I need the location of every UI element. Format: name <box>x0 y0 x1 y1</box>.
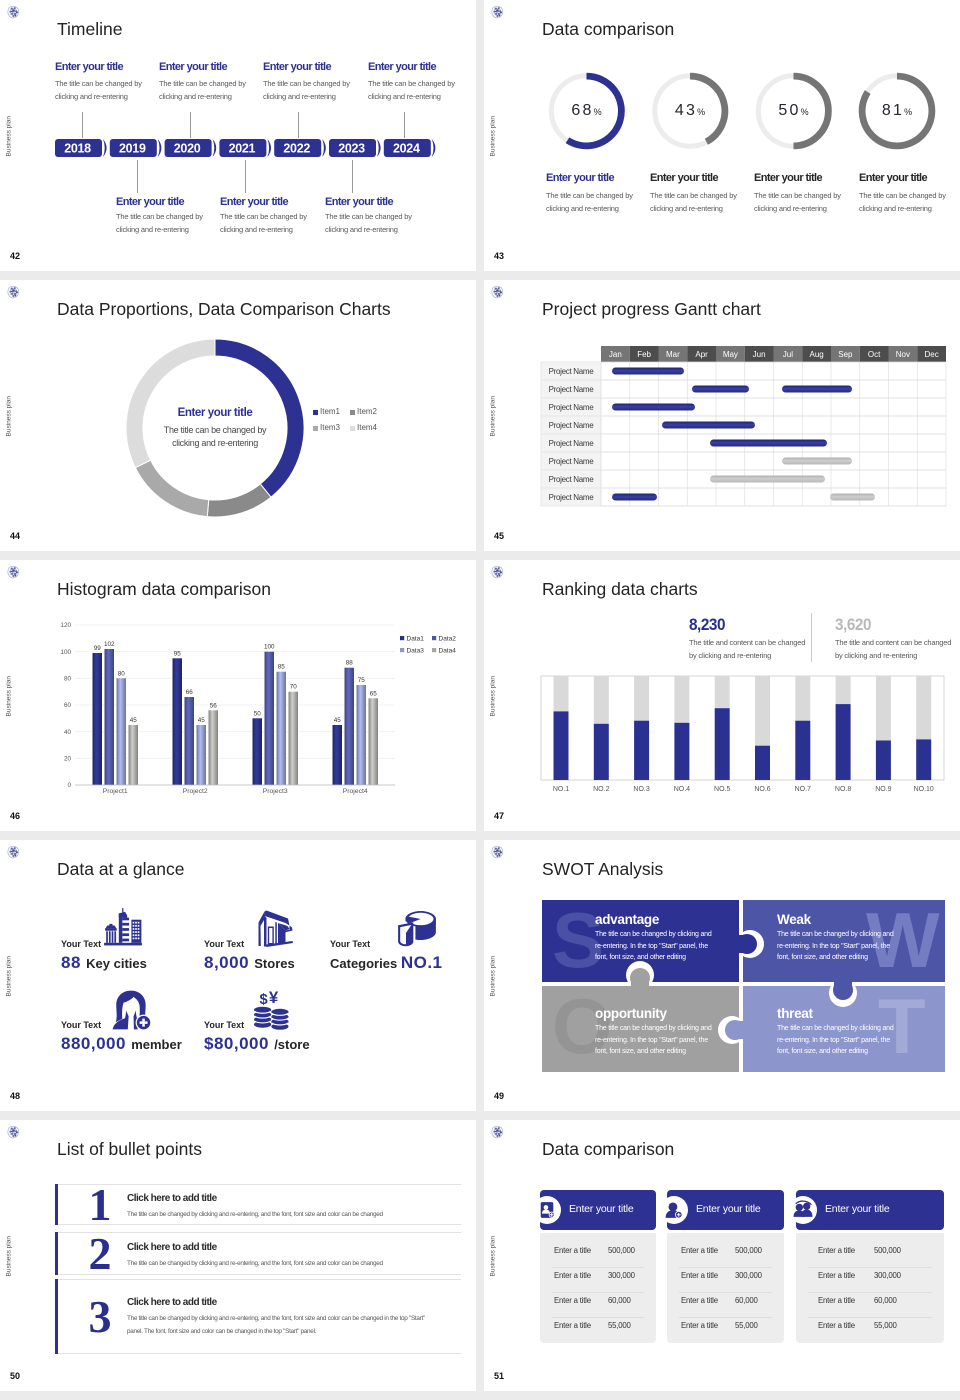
svg-text:100: 100 <box>60 649 71 656</box>
svg-text:Project Name: Project Name <box>549 457 595 466</box>
svg-text:70: 70 <box>290 684 298 691</box>
svg-text:Data2: Data2 <box>439 635 457 642</box>
svg-text:95: 95 <box>174 650 182 657</box>
svg-text:2019: 2019 <box>119 142 146 156</box>
svg-text:May: May <box>723 350 738 359</box>
svg-text:Project Name: Project Name <box>549 403 595 412</box>
svg-text:45: 45 <box>198 717 206 724</box>
svg-text:Nov: Nov <box>896 350 910 359</box>
svg-text:NO.5: NO.5 <box>714 786 730 793</box>
svg-text:88: 88 <box>346 660 354 667</box>
svg-text:80: 80 <box>64 676 72 683</box>
svg-text:NO.8: NO.8 <box>835 786 851 793</box>
svg-text:2024: 2024 <box>393 142 420 156</box>
svg-text:45: 45 <box>130 717 138 724</box>
svg-text:W: W <box>866 896 940 984</box>
svg-text:45: 45 <box>334 717 342 724</box>
svg-text:Aug: Aug <box>810 350 824 359</box>
svg-text:Project2: Project2 <box>183 788 208 795</box>
svg-text:Project Name: Project Name <box>549 493 595 502</box>
svg-text:¥: ¥ <box>269 990 279 1007</box>
svg-text:Project3: Project3 <box>263 788 288 795</box>
svg-text:S: S <box>552 896 604 984</box>
svg-text:Apr: Apr <box>695 350 708 359</box>
svg-text:2022: 2022 <box>283 142 310 156</box>
svg-text:Project Name: Project Name <box>549 367 595 376</box>
svg-text:Project1: Project1 <box>103 788 128 795</box>
svg-text:120: 120 <box>60 622 71 629</box>
svg-text:80: 80 <box>118 670 126 677</box>
svg-text:Data4: Data4 <box>439 647 457 654</box>
svg-text:20: 20 <box>64 756 72 763</box>
svg-text:2023: 2023 <box>338 142 365 156</box>
svg-text:O: O <box>552 982 613 1070</box>
svg-text:100: 100 <box>264 644 275 651</box>
svg-text:NO.3: NO.3 <box>633 786 649 793</box>
svg-text:85: 85 <box>278 664 286 671</box>
svg-text:99: 99 <box>94 645 102 652</box>
svg-text:2018: 2018 <box>64 142 91 156</box>
svg-text:Data1: Data1 <box>407 635 425 642</box>
svg-text:Data3: Data3 <box>407 647 425 654</box>
svg-text:NO.4: NO.4 <box>674 786 690 793</box>
svg-text:Mar: Mar <box>666 350 680 359</box>
svg-text:Project4: Project4 <box>343 788 368 795</box>
svg-text:2021: 2021 <box>229 142 256 156</box>
svg-text:NO.7: NO.7 <box>795 786 811 793</box>
svg-text:Project Name: Project Name <box>549 385 595 394</box>
svg-text:Feb: Feb <box>637 350 651 359</box>
svg-text:66: 66 <box>186 689 194 696</box>
svg-text:NO.10: NO.10 <box>914 786 934 793</box>
svg-text:50: 50 <box>254 710 262 717</box>
svg-text:75: 75 <box>358 677 366 684</box>
svg-text:Project Name: Project Name <box>549 439 595 448</box>
svg-text:Oct: Oct <box>868 350 881 359</box>
svg-text:Jul: Jul <box>783 350 793 359</box>
svg-text:0: 0 <box>67 782 71 789</box>
svg-text:Jun: Jun <box>753 350 766 359</box>
svg-text:56: 56 <box>210 702 218 709</box>
svg-text:NO.6: NO.6 <box>754 786 770 793</box>
svg-text:65: 65 <box>370 690 378 697</box>
svg-text:NO.9: NO.9 <box>875 786 891 793</box>
svg-text:NO.1: NO.1 <box>553 786 569 793</box>
svg-text:Project Name: Project Name <box>549 421 595 430</box>
svg-text:102: 102 <box>104 641 115 648</box>
svg-text:$: $ <box>259 992 267 1008</box>
svg-text:Jan: Jan <box>609 350 622 359</box>
svg-text:Project Name: Project Name <box>549 475 595 484</box>
svg-text:NO.2: NO.2 <box>593 786 609 793</box>
svg-text:60: 60 <box>64 702 72 709</box>
svg-text:Sep: Sep <box>838 350 853 359</box>
svg-text:40: 40 <box>64 729 72 736</box>
svg-text:T: T <box>878 982 926 1070</box>
svg-text:2020: 2020 <box>174 142 201 156</box>
svg-text:Dec: Dec <box>925 350 939 359</box>
